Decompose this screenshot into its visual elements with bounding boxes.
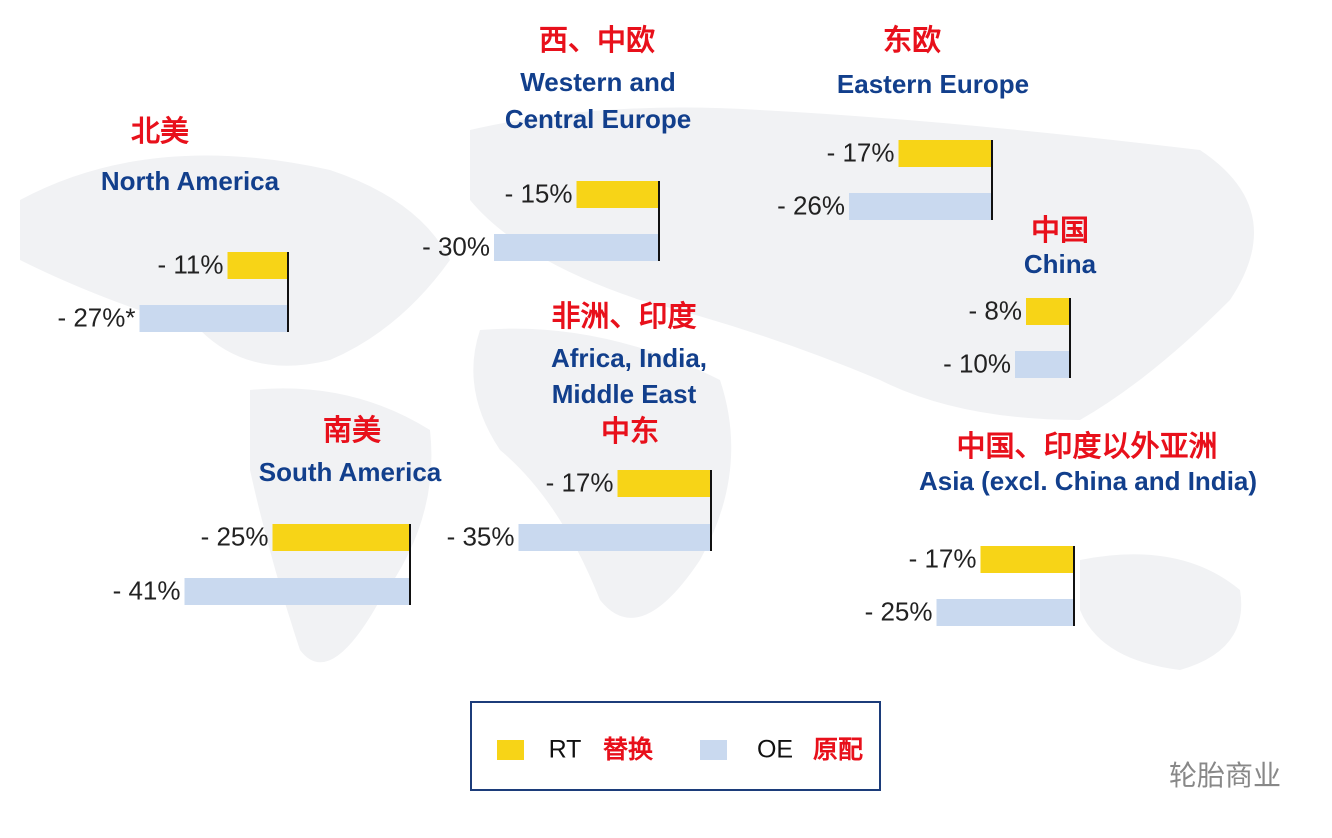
bar: [898, 140, 992, 167]
legend-label: 替换: [603, 735, 654, 764]
region-chart: 东欧 Eastern Europe - 17% - 26%: [777, 23, 1029, 220]
region-title-zh: 中东: [601, 414, 659, 448]
region-title-zh: 东欧: [883, 23, 941, 57]
region-title-zh: 西、中欧: [539, 23, 655, 57]
value-label: - 26%: [777, 190, 845, 220]
legend-label: 原配: [813, 735, 863, 764]
region-title-en: Asia (excl. China and India): [919, 466, 1257, 496]
bar: [139, 305, 288, 332]
region-title-zh: 非洲、印度: [551, 299, 696, 333]
region-title-en: Western and: [520, 67, 676, 97]
bar: [849, 193, 992, 220]
region-chart: 西、中欧 Western and Central Europe - 15% - 30%: [422, 23, 691, 261]
region-chart: 南美 South America - 25% - 41%: [113, 413, 442, 605]
bar: [1026, 298, 1070, 325]
bar: [617, 470, 711, 497]
region-chart: 北美 North America - 11% - 27%*: [57, 114, 289, 332]
region-title-en: Eastern Europe: [837, 69, 1029, 99]
region-title-zh: 中国: [1031, 213, 1089, 247]
value-label: - 17%: [909, 543, 977, 573]
value-label: - 11%: [158, 249, 224, 279]
legend: RT 替换 OE 原配: [470, 701, 881, 791]
region-title-en: Central Europe: [505, 104, 691, 134]
value-label: - 35%: [447, 521, 515, 551]
value-label: - 27%*: [57, 302, 135, 332]
region-title-en: South America: [259, 457, 442, 487]
bar: [576, 181, 659, 208]
region-title-en: China: [1024, 249, 1097, 279]
bar: [1015, 351, 1070, 378]
value-label: - 17%: [546, 467, 614, 497]
bar: [184, 578, 410, 605]
watermark: 轮胎商业: [1169, 759, 1281, 792]
legend-swatch: [700, 740, 727, 760]
bar: [272, 524, 410, 551]
region-title-zh: 南美: [323, 413, 381, 447]
value-label: - 30%: [422, 231, 490, 261]
value-label: - 17%: [827, 137, 895, 167]
legend-code: RT: [549, 736, 582, 764]
value-label: - 8%: [969, 295, 1022, 325]
bar: [936, 599, 1074, 626]
legend-box: [470, 701, 881, 791]
value-label: - 25%: [865, 596, 933, 626]
value-label: - 25%: [201, 521, 269, 551]
bar: [494, 234, 659, 261]
value-label: - 15%: [505, 178, 573, 208]
bar: [518, 524, 711, 551]
bar: [227, 252, 288, 279]
region-title-en: Middle East: [552, 379, 697, 409]
region-title-en: Africa, India,: [551, 343, 707, 373]
bar: [980, 546, 1074, 573]
value-label: - 10%: [943, 348, 1011, 378]
region-title-en: North America: [101, 166, 280, 196]
legend-code: OE: [757, 736, 793, 764]
value-label: - 41%: [113, 575, 181, 605]
legend-swatch: [497, 740, 524, 760]
region-title-zh: 中国、印度以外亚洲: [956, 429, 1217, 463]
region-title-zh: 北美: [131, 114, 189, 148]
